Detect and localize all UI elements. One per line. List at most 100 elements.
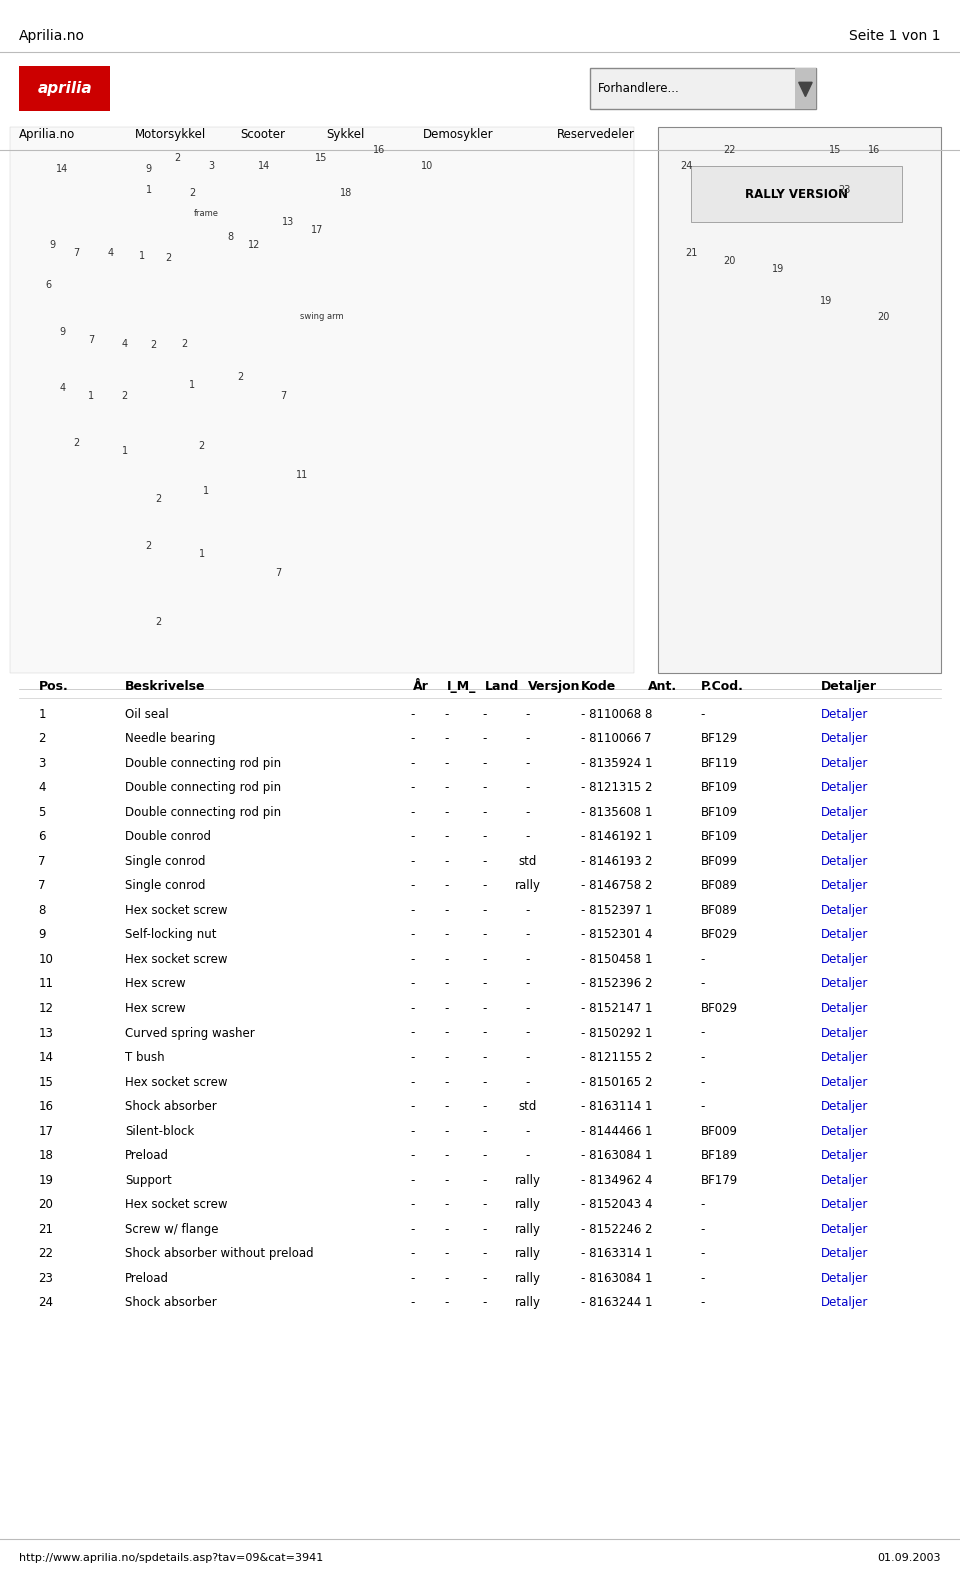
Text: 4: 4	[60, 383, 65, 393]
Text: -: -	[411, 731, 415, 746]
Text: Double connecting rod pin: Double connecting rod pin	[125, 780, 281, 795]
Text: Preload: Preload	[125, 1271, 169, 1285]
Text: 4: 4	[644, 928, 652, 942]
Text: 24: 24	[38, 1296, 54, 1309]
Text: -: -	[483, 879, 487, 893]
Text: BF119: BF119	[701, 757, 738, 769]
Text: BF129: BF129	[701, 731, 738, 746]
Text: 2: 2	[156, 494, 161, 503]
Text: -: -	[483, 1173, 487, 1187]
Text: 15: 15	[829, 146, 841, 155]
Text: -: -	[444, 1075, 448, 1089]
Text: -: -	[444, 1149, 448, 1162]
Text: -: -	[483, 953, 487, 966]
Text: - 8152301: - 8152301	[581, 928, 641, 942]
Text: -: -	[411, 1026, 415, 1040]
Text: BF179: BF179	[701, 1173, 738, 1187]
Text: Forhandlere...: Forhandlere...	[598, 82, 680, 95]
Text: -: -	[526, 829, 530, 844]
Text: Detaljer: Detaljer	[821, 904, 868, 917]
Text: -: -	[444, 1051, 448, 1064]
Text: 2: 2	[237, 372, 243, 382]
Text: - 8152396: - 8152396	[581, 977, 641, 991]
Text: 12: 12	[249, 241, 260, 250]
Text: - 8146758: - 8146758	[581, 879, 641, 893]
Text: - 8146192: - 8146192	[581, 829, 641, 844]
Text: Shock absorber: Shock absorber	[125, 1296, 217, 1309]
Text: -: -	[444, 977, 448, 991]
Text: 7: 7	[644, 731, 652, 746]
Text: -: -	[526, 904, 530, 917]
Text: Detaljer: Detaljer	[821, 1124, 868, 1138]
Text: Detaljer: Detaljer	[821, 1051, 868, 1064]
Text: 1: 1	[644, 806, 652, 818]
Text: 22: 22	[38, 1247, 54, 1260]
FancyBboxPatch shape	[658, 127, 941, 673]
Text: - 8163244: - 8163244	[581, 1296, 641, 1309]
Text: Single conrod: Single conrod	[125, 855, 205, 867]
Text: Screw w/ flange: Screw w/ flange	[125, 1222, 218, 1236]
Text: 6: 6	[45, 280, 51, 290]
Text: 8: 8	[228, 233, 233, 242]
Text: 16: 16	[38, 1100, 54, 1113]
Text: -: -	[483, 731, 487, 746]
Text: - 8135924: - 8135924	[581, 757, 641, 769]
Text: 20: 20	[38, 1198, 53, 1211]
Text: - 8110066: - 8110066	[581, 731, 641, 746]
Text: -: -	[526, 1051, 530, 1064]
Text: -: -	[526, 1124, 530, 1138]
Text: Double connecting rod pin: Double connecting rod pin	[125, 806, 281, 818]
Text: 4: 4	[644, 1198, 652, 1211]
Text: Detaljer: Detaljer	[821, 731, 868, 746]
Text: 1: 1	[644, 1296, 652, 1309]
Text: 2: 2	[151, 340, 156, 350]
Text: rally: rally	[515, 1173, 541, 1187]
Text: -: -	[411, 1149, 415, 1162]
Text: 7: 7	[280, 391, 286, 400]
Text: Detaljer: Detaljer	[821, 1026, 868, 1040]
Text: -: -	[701, 1247, 706, 1260]
Text: Hex screw: Hex screw	[125, 1002, 185, 1015]
Text: Support: Support	[125, 1173, 172, 1187]
Text: -: -	[526, 1026, 530, 1040]
Text: Detaljer: Detaljer	[821, 928, 868, 942]
Text: Shock absorber without preload: Shock absorber without preload	[125, 1247, 313, 1260]
Text: 14: 14	[38, 1051, 54, 1064]
Text: BF109: BF109	[701, 829, 738, 844]
Text: Detaljer: Detaljer	[821, 1222, 868, 1236]
Text: Detaljer: Detaljer	[821, 806, 868, 818]
Text: swing arm: swing arm	[300, 312, 344, 321]
Text: BF089: BF089	[701, 879, 738, 893]
Text: 7: 7	[276, 568, 281, 578]
Text: Reservedeler: Reservedeler	[557, 128, 635, 141]
Text: 8: 8	[38, 904, 46, 917]
Text: -: -	[483, 1002, 487, 1015]
Text: -: -	[483, 1222, 487, 1236]
Text: Demosykler: Demosykler	[422, 128, 493, 141]
Text: std: std	[518, 1100, 538, 1113]
Text: Pos.: Pos.	[38, 681, 68, 693]
Text: Double connecting rod pin: Double connecting rod pin	[125, 757, 281, 769]
Text: Ant.: Ant.	[648, 681, 677, 693]
Text: -: -	[701, 1026, 706, 1040]
Text: -: -	[411, 977, 415, 991]
FancyBboxPatch shape	[0, 119, 960, 681]
Text: BF029: BF029	[701, 1002, 738, 1015]
Text: 2: 2	[644, 780, 652, 795]
Text: std: std	[518, 855, 538, 867]
FancyBboxPatch shape	[795, 68, 816, 109]
Text: 1: 1	[644, 1026, 652, 1040]
Text: rally: rally	[515, 1296, 541, 1309]
Text: -: -	[411, 1271, 415, 1285]
Text: -: -	[444, 1296, 448, 1309]
Text: -: -	[444, 1026, 448, 1040]
Text: 16: 16	[373, 146, 385, 155]
Text: -: -	[444, 780, 448, 795]
Text: rally: rally	[515, 1247, 541, 1260]
Text: 2: 2	[165, 253, 171, 263]
Text: 18: 18	[38, 1149, 53, 1162]
Text: -: -	[483, 928, 487, 942]
Text: 21: 21	[685, 249, 697, 258]
Text: Beskrivelse: Beskrivelse	[125, 681, 205, 693]
Text: Aprilia.no: Aprilia.no	[19, 128, 76, 141]
